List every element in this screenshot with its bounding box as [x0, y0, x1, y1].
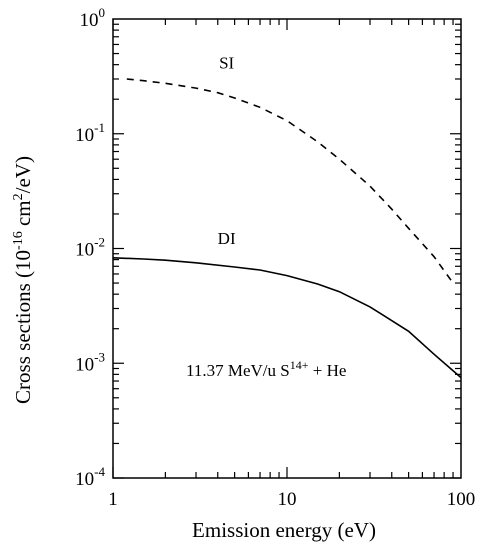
x-tick-label: 100 — [447, 489, 476, 510]
series-line-di — [112, 257, 462, 379]
y-axis-title-mid: cm — [11, 200, 35, 231]
y-tick-exponent: 0 — [99, 5, 106, 20]
y-tick-label: 10-2 — [75, 235, 105, 261]
y-axis-title-exp1: -16 — [11, 231, 26, 250]
x-axis-title: Emission energy (eV) — [192, 518, 376, 542]
tick-marks — [112, 19, 461, 479]
y-tick-label: 10-1 — [75, 120, 105, 146]
series-label-si: SI — [219, 54, 234, 73]
y-tick-exponent: -4 — [94, 464, 105, 479]
series-lines: SI DI — [112, 54, 462, 379]
y-tick-base: 10 — [75, 125, 94, 146]
y-tick-base: 10 — [75, 354, 94, 375]
x-tick-label: 1 — [108, 489, 118, 510]
annotation-prefix: 11.37 MeV/u S — [186, 361, 290, 380]
x-tick-label: 10 — [278, 489, 297, 510]
y-tick-base: 10 — [75, 469, 94, 490]
series-label-di: DI — [218, 229, 236, 248]
y-tick-base: 10 — [80, 10, 99, 31]
y-tick-exponent: -3 — [94, 349, 105, 364]
series-line-si — [126, 78, 454, 284]
y-axis-title: Cross sections (10-16 cm2/eV) — [11, 156, 35, 404]
y-tick-exponent: -2 — [94, 235, 105, 250]
y-tick-base: 10 — [75, 240, 94, 261]
y-axis-title-exp2: 2 — [11, 193, 26, 200]
y-tick-exponent: -1 — [94, 120, 105, 135]
annotation-superscript: 14+ — [290, 358, 309, 372]
y-tick-label: 10-4 — [75, 464, 105, 490]
plot-frame — [112, 18, 462, 479]
y-axis-title-base: Cross sections (10 — [11, 250, 35, 404]
chart-annotation: 11.37 MeV/u S14+ + He — [186, 358, 346, 380]
y-axis-title-end: /eV) — [11, 156, 35, 193]
y-tick-label: 100 — [80, 5, 106, 31]
annotation-suffix: + He — [309, 361, 347, 380]
y-tick-label: 10-3 — [75, 349, 105, 375]
